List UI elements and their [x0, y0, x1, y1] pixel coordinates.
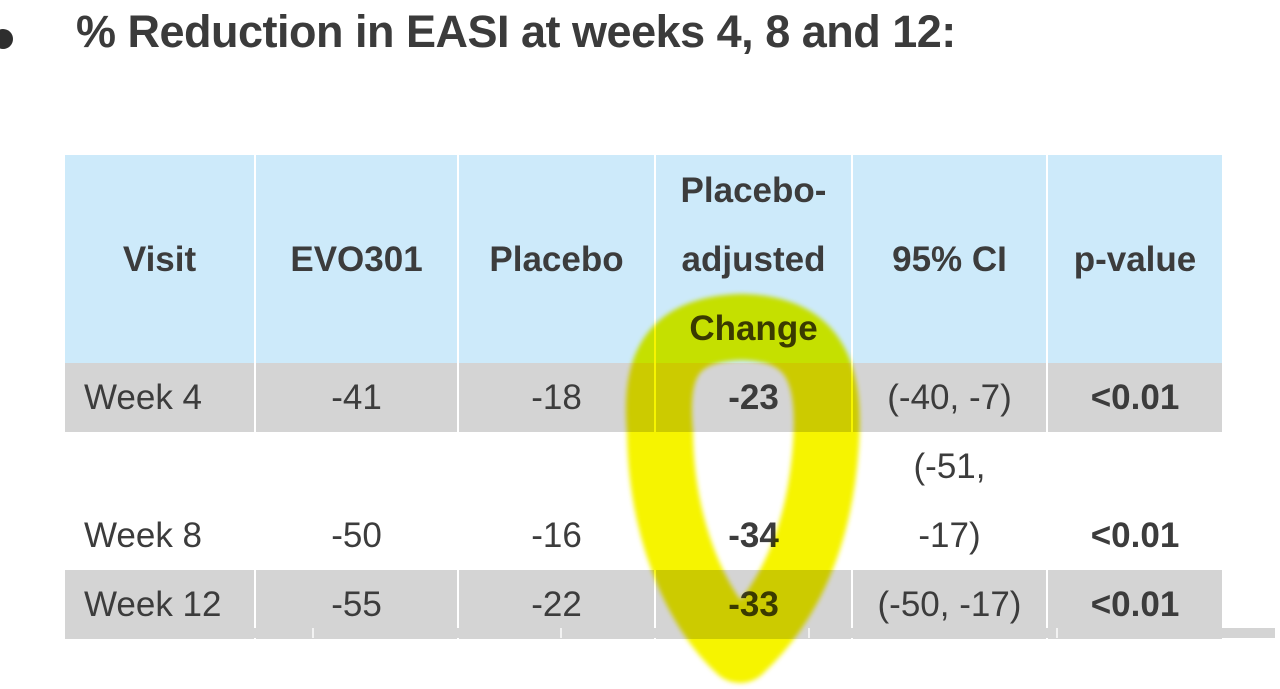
- week4-p-value: <0.01: [1046, 363, 1222, 432]
- week4-ci: (-40, -7): [851, 363, 1047, 432]
- week12-ci: (-50, -17): [851, 570, 1047, 639]
- week4-evo301: -41: [254, 363, 458, 432]
- week8-ci: (-51, -17): [851, 432, 1047, 570]
- next-table-divider: [312, 628, 314, 638]
- week12-visit: Week 12: [84, 585, 222, 624]
- table-row-week8: Week 8 -50 -16 -34 (-51, -17) <0.01: [65, 432, 1222, 570]
- week8-placebo: -16: [457, 432, 655, 570]
- week8-p-value: <0.01: [1046, 432, 1222, 570]
- week8-visit: Week 8: [84, 516, 203, 555]
- column-header-placebo: Placebo: [457, 155, 655, 363]
- week12-evo301: -55: [254, 570, 458, 639]
- week8-adjusted-change: -34: [654, 432, 852, 570]
- next-table-divider: [808, 628, 810, 638]
- column-header-p-value: p-value: [1046, 155, 1222, 363]
- next-table-divider: [1056, 628, 1058, 638]
- table-row-week4: Week 4 -41 -18 -23 (-40, -7) <0.01: [65, 363, 1222, 432]
- week4-visit: Week 4: [84, 378, 203, 417]
- list-bullet-icon: [0, 29, 13, 49]
- column-header-placebo-adjusted-change: Placebo-adjusted Change: [654, 155, 852, 363]
- page-title: % Reduction in EASI at weeks 4, 8 and 12…: [76, 6, 956, 57]
- header-row: Visit EVO301 Placebo Placebo-adjusted Ch…: [65, 155, 1222, 363]
- week12-placebo: -22: [457, 570, 655, 639]
- column-header-visit: Visit: [122, 239, 197, 279]
- next-table-divider: [560, 628, 562, 638]
- week8-evo301: -50: [254, 432, 458, 570]
- table-header: Visit EVO301 Placebo Placebo-adjusted Ch…: [65, 155, 1222, 363]
- next-table-top-edge: [65, 628, 1275, 638]
- easi-reduction-table: Visit EVO301 Placebo Placebo-adjusted Ch…: [65, 155, 1222, 639]
- week4-placebo: -18: [457, 363, 655, 432]
- column-header-evo301: EVO301: [254, 155, 458, 363]
- week4-adjusted-change: -23: [654, 363, 852, 432]
- column-header-95ci: 95% CI: [851, 155, 1047, 363]
- week12-p-value: <0.01: [1046, 570, 1222, 639]
